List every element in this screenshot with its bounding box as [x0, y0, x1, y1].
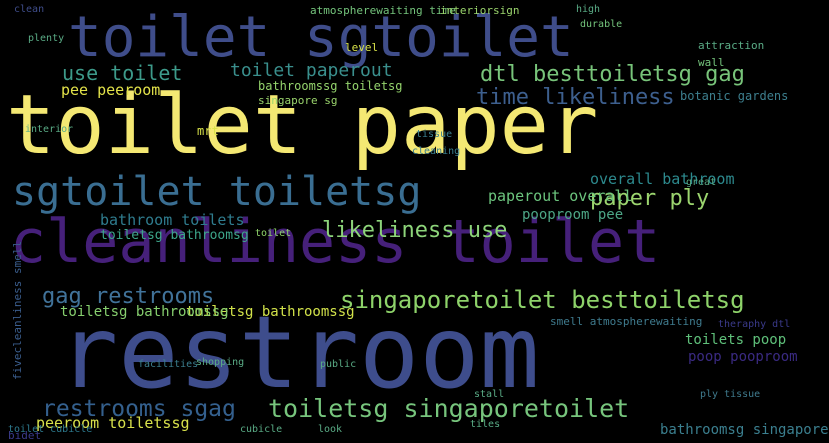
word-ply-tissue: ply tissue [700, 389, 761, 400]
word-sgtoilet-toiletsg: sgtoilet toiletsg [12, 169, 422, 215]
word-tiles: tiles [470, 419, 501, 430]
word-high: high [576, 4, 601, 15]
word-gag-restrooms: gag restrooms [42, 284, 215, 309]
word-toilet-sgtoilet: toilet sgtoilet [68, 5, 574, 70]
word-pooproom-pee: pooproom pee [522, 207, 624, 223]
word-poop-pooproom: poop pooproom [688, 349, 798, 365]
word-attraction: attraction [698, 39, 765, 52]
word-bathroomssg-toiletsg: bathroomssg toiletsg [258, 79, 403, 93]
word-likeliness-use: likeliness use [322, 218, 508, 243]
word-wall: wall [698, 56, 725, 69]
word-pee-peeroom: pee peeroom [61, 81, 161, 99]
word-toiletsg-bathroomssg-b: toiletsg bathroomssg [60, 304, 229, 320]
word-dtl-besttoiletsg-gag: dtl besttoiletsg gag [480, 62, 745, 87]
word-bathroom-toilets: bathroom toilets [100, 211, 245, 229]
word-peeroom-toiletssg: peeroom toiletssg [36, 414, 190, 432]
word-facilities: facilities [138, 359, 199, 370]
word-paper-ply: paper ply [590, 186, 710, 211]
word-stall: stall [474, 389, 505, 400]
word-toiletsg-bathroomsg: toiletsg bathroomsg [100, 228, 249, 243]
word-fivecleanliness-smell: fivecleanliness smell [11, 240, 24, 380]
word-bathroomsg-singapore: bathroomsg singapore [660, 422, 829, 438]
word-tissue: tissue [416, 129, 453, 140]
word-toilet-cubicle: toilet cubicle [8, 424, 93, 435]
word-toilet-paperout: toilet paperout [230, 60, 393, 81]
word-interiorsign: interiorsign [440, 4, 520, 17]
word-toilet: toilet [255, 228, 292, 239]
word-restroom: restroom [58, 294, 540, 411]
word-cleaning: cleaning [412, 146, 461, 157]
word-durable: durable [580, 19, 623, 30]
word-theraphy-dtl: theraphy dtl [718, 319, 791, 330]
word-shopping: shopping [196, 357, 245, 368]
word-use-toilet: use toilet [62, 61, 183, 85]
word-interior: interior [25, 124, 74, 135]
word-clean: clean [14, 4, 45, 15]
word-mrt: mrt [197, 124, 219, 138]
word-great: great [686, 177, 717, 188]
word-toilet-paper: toilet paper [6, 78, 599, 173]
word-public: public [320, 359, 357, 370]
word-cleanliness-toilet: cleanliness toilet [10, 207, 661, 277]
word-toilets-poop: toilets poop [685, 332, 787, 348]
word-cubicle: cubicle [240, 424, 283, 435]
word-toiletsg-singaporetoilet: toiletsg singaporetoilet [268, 394, 630, 423]
word-overall-bathroom: overall bathroom [590, 170, 735, 188]
word-toiletsg-bathroomssg-a: toiletsg bathroomssg [186, 304, 355, 320]
word-time-likeliness: time likeliness [476, 85, 675, 110]
word-bidet: bidet [8, 429, 42, 442]
word-singaporetoilet-besttoiletsg: singaporetoilet besttoiletsg [340, 286, 745, 314]
word-look: look [318, 424, 343, 435]
word-singapore-sg: singapore sg [258, 94, 338, 107]
word-atmospherewaiting-time: atmospherewaiting time [310, 4, 456, 17]
word-botanic-gardens: botanic gardens [680, 89, 789, 103]
word-paperout-overall: paperout overall [488, 187, 633, 205]
word-smell-atmospherewaiting: smell atmospherewaiting [550, 315, 703, 328]
word-restrooms-sgag: restrooms sgag [42, 396, 236, 422]
word-level: level [345, 41, 379, 54]
word-plenty: plenty [28, 33, 65, 44]
